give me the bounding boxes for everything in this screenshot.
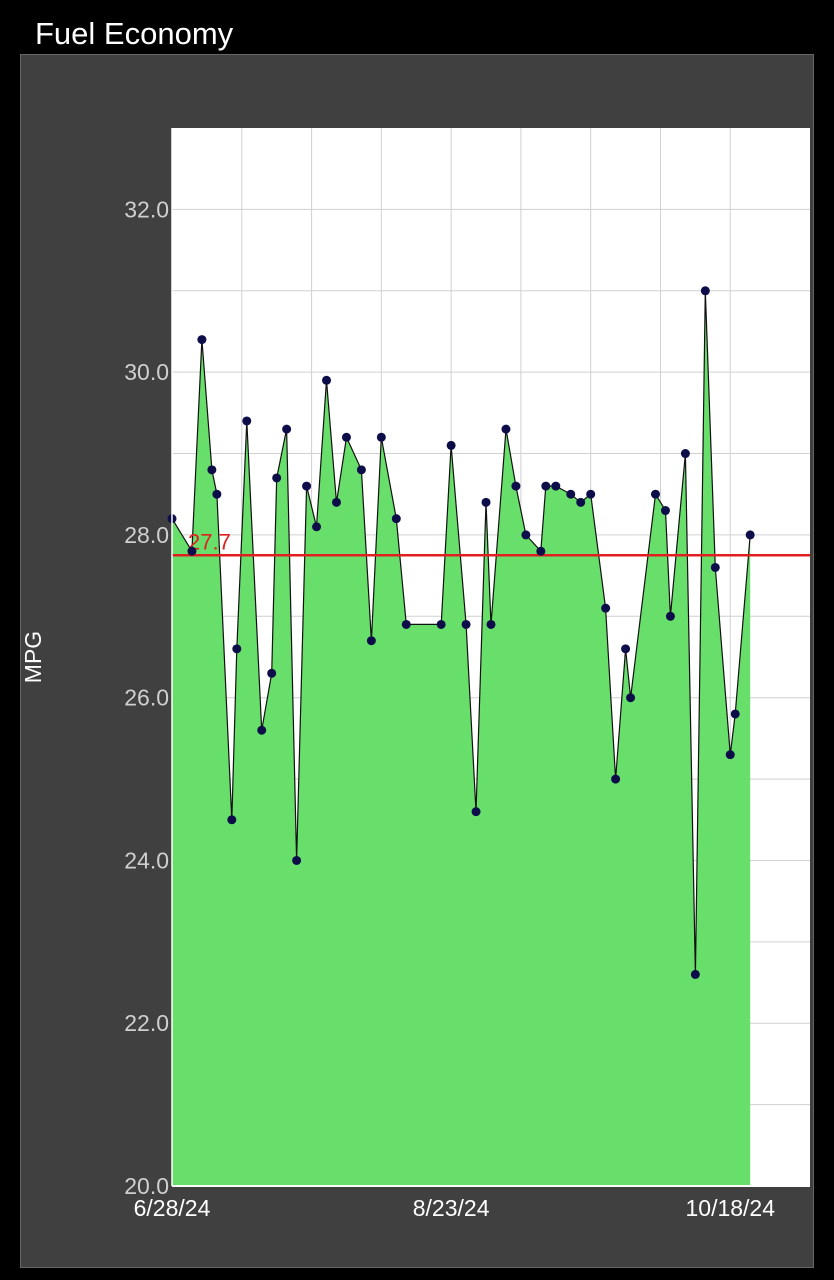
data-point bbox=[551, 481, 561, 491]
data-point bbox=[486, 619, 496, 629]
fuel-economy-chart[interactable]: 27.720.022.024.026.028.030.032.06/28/24 8… bbox=[21, 55, 813, 1267]
data-point bbox=[690, 969, 700, 979]
data-point bbox=[207, 465, 217, 475]
y-tick-label: 24.0 bbox=[124, 847, 169, 873]
data-point bbox=[710, 562, 720, 572]
data-point bbox=[331, 497, 341, 507]
data-point bbox=[197, 335, 207, 345]
data-point bbox=[322, 375, 332, 385]
data-point bbox=[481, 497, 491, 507]
data-point bbox=[187, 546, 197, 556]
data-point bbox=[730, 709, 740, 719]
data-point bbox=[611, 774, 621, 784]
data-point bbox=[745, 530, 755, 540]
data-point bbox=[660, 506, 670, 516]
y-tick-label: 28.0 bbox=[124, 522, 169, 548]
data-point bbox=[680, 449, 690, 459]
data-point bbox=[541, 481, 551, 491]
data-point bbox=[446, 440, 456, 450]
data-point bbox=[292, 855, 302, 865]
y-tick-label: 22.0 bbox=[124, 1010, 169, 1036]
data-point bbox=[576, 497, 586, 507]
data-point bbox=[302, 481, 312, 491]
data-point bbox=[242, 416, 252, 426]
data-point bbox=[700, 286, 710, 296]
data-point bbox=[461, 619, 471, 629]
data-point bbox=[511, 481, 521, 491]
data-point bbox=[725, 750, 735, 760]
data-point bbox=[650, 489, 660, 499]
data-point bbox=[232, 644, 242, 654]
data-point bbox=[227, 815, 237, 825]
data-point bbox=[665, 611, 675, 621]
data-point bbox=[566, 489, 576, 499]
data-point bbox=[401, 619, 411, 629]
data-point bbox=[586, 489, 596, 499]
data-point bbox=[272, 473, 282, 483]
y-tick-label: 32.0 bbox=[124, 196, 169, 222]
series-line bbox=[171, 290, 751, 975]
data-point bbox=[312, 522, 322, 532]
data-point bbox=[257, 725, 267, 735]
x-tick-label: 8/23/24 bbox=[413, 1195, 490, 1221]
y-axis-title: MPG bbox=[21, 631, 46, 683]
x-tick-label: 6/28/24 bbox=[134, 1195, 211, 1221]
data-points bbox=[167, 286, 755, 979]
y-tick-label: 26.0 bbox=[124, 685, 169, 711]
app-title: Fuel Economy bbox=[35, 16, 234, 51]
area-fill bbox=[172, 290, 751, 1186]
y-tick-label: 20.0 bbox=[124, 1173, 169, 1199]
data-point bbox=[471, 807, 481, 817]
data-point bbox=[366, 636, 376, 646]
data-point bbox=[267, 668, 277, 678]
data-point bbox=[436, 619, 446, 629]
data-point bbox=[601, 603, 611, 613]
data-point bbox=[391, 514, 401, 524]
data-point bbox=[621, 644, 631, 654]
x-tick-label: 10/18/24 bbox=[685, 1195, 775, 1221]
chart-panel: 27.7 20.0 22.0 24.0 26.0 28.0 30.0 32.0 6/28/24 8… bbox=[20, 54, 814, 1268]
data-point bbox=[341, 432, 351, 442]
data-point bbox=[501, 424, 511, 434]
y-tick-label: 30.0 bbox=[124, 359, 169, 385]
data-point bbox=[356, 465, 366, 475]
data-point bbox=[376, 432, 386, 442]
data-point bbox=[282, 424, 292, 434]
data-point bbox=[626, 693, 636, 703]
data-point bbox=[212, 489, 222, 499]
data-point bbox=[536, 546, 546, 556]
data-point bbox=[521, 530, 531, 540]
